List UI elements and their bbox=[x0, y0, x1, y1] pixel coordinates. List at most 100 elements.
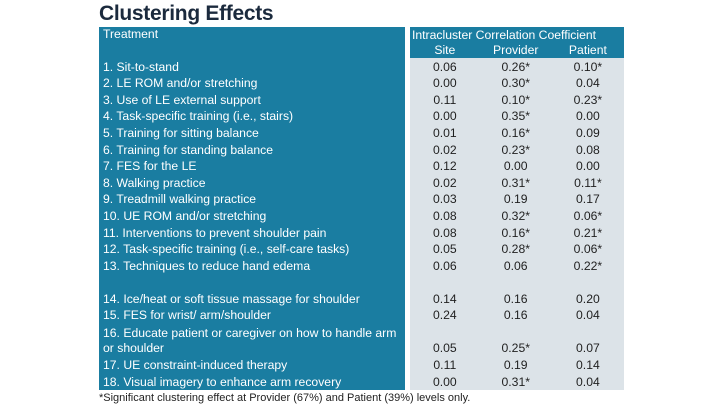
cell-site: 0.02 bbox=[407, 174, 480, 191]
cell-provider: 0.31* bbox=[479, 174, 552, 191]
row-label: 4. Task-specific training (i.e., stairs) bbox=[99, 107, 410, 125]
table-row: 4. Task-specific training (i.e., stairs)… bbox=[99, 107, 624, 125]
table-row: 18. Visual imagery to enhance arm recove… bbox=[99, 372, 624, 390]
cell-site: 0.08 bbox=[407, 223, 480, 241]
row-label: 7. FES for the LE bbox=[99, 157, 410, 175]
cell-patient: 0.04 bbox=[551, 372, 624, 390]
cell-site: 0.05 bbox=[407, 240, 480, 258]
table-row: 8. Walking practice 0.02 0.31* 0.11* bbox=[99, 174, 624, 191]
cell-provider: 0.26* bbox=[479, 58, 552, 75]
row-label: 13. Techniques to reduce hand edema bbox=[99, 257, 410, 274]
table-row: 1. Sit-to-stand 0.06 0.26* 0.10* bbox=[99, 58, 624, 75]
table-row: 2. LE ROM and/or stretching 0.00 0.30* 0.04 bbox=[99, 74, 624, 92]
row-label: 18. Visual imagery to enhance arm recove… bbox=[99, 372, 410, 390]
cell-site: 0.11 bbox=[407, 91, 480, 108]
cell-provider: 0.32* bbox=[479, 207, 552, 224]
icc-table: Treatment Intracluster Correlation Coeff… bbox=[99, 27, 624, 390]
table-row: 16. Educate patient or caregiver on how … bbox=[99, 323, 624, 357]
row-label: 16. Educate patient or caregiver on how … bbox=[99, 323, 410, 357]
cell-provider: 0.00 bbox=[479, 157, 552, 175]
row-label: 14. Ice/heat or soft tissue massage for … bbox=[99, 273, 410, 307]
cell-provider: 0.16* bbox=[479, 223, 552, 241]
cell-provider: 0.16 bbox=[479, 273, 552, 307]
table-row: 3. Use of LE external support 0.11 0.10* 0.… bbox=[99, 91, 624, 108]
icc-group-header: Intracluster Correlation Coefficient bbox=[407, 27, 624, 43]
row-label: 5. Training for sitting balance bbox=[99, 124, 410, 141]
table-row: 12. Task-specific training (i.e., self-c… bbox=[99, 240, 624, 258]
cell-site: 0.12 bbox=[407, 157, 480, 175]
cell-provider: 0.19 bbox=[479, 190, 552, 208]
table-row: 14. Ice/heat or soft tissue massage for … bbox=[99, 273, 624, 307]
table-header-row: Treatment Intracluster Correlation Coeff… bbox=[99, 27, 624, 58]
cell-patient: 0.04 bbox=[551, 306, 624, 324]
cell-provider: 0.10* bbox=[479, 91, 552, 108]
cell-patient: 0.06* bbox=[551, 240, 624, 258]
cell-patient: 0.14 bbox=[551, 356, 624, 373]
row-label: 10. UE ROM and/or stretching bbox=[99, 207, 410, 224]
row-label: 9. Treadmill walking practice bbox=[99, 190, 410, 208]
cell-patient: 0.11* bbox=[551, 174, 624, 191]
cell-site: 0.00 bbox=[407, 107, 480, 125]
cell-patient: 0.10* bbox=[551, 58, 624, 75]
row-label: 8. Walking practice bbox=[99, 174, 410, 191]
cell-patient: 0.17 bbox=[551, 190, 624, 208]
cell-site: 0.11 bbox=[407, 356, 480, 373]
cell-site: 0.00 bbox=[407, 74, 480, 92]
cell-provider: 0.28* bbox=[479, 240, 552, 258]
cell-provider: 0.16* bbox=[479, 124, 552, 141]
cell-provider: 0.35* bbox=[479, 107, 552, 125]
column-header-site: Site bbox=[407, 43, 480, 58]
cell-patient: 0.09 bbox=[551, 124, 624, 141]
cell-patient: 0.06* bbox=[551, 207, 624, 224]
table-row: 13. Techniques to reduce hand edema 0.06 0… bbox=[99, 257, 624, 274]
column-header-provider: Provider bbox=[479, 43, 552, 58]
cell-patient: 0.20 bbox=[551, 273, 624, 307]
treatment-header: Treatment bbox=[99, 27, 410, 58]
cell-provider: 0.19 bbox=[479, 356, 552, 373]
row-label: 6. Training for standing balance bbox=[99, 140, 410, 158]
table-row: 5. Training for sitting balance 0.01 0.16*… bbox=[99, 124, 624, 141]
row-label: 2. LE ROM and/or stretching bbox=[99, 74, 410, 92]
column-header-patient: Patient bbox=[551, 43, 624, 58]
row-label: 1. Sit-to-stand bbox=[99, 58, 410, 75]
row-label: 11. Interventions to prevent shoulder pa… bbox=[99, 223, 410, 241]
cell-provider: 0.23* bbox=[479, 140, 552, 158]
cell-site: 0.01 bbox=[407, 124, 480, 141]
row-label: 17. UE constraint-induced therapy bbox=[99, 356, 410, 373]
cell-provider: 0.30* bbox=[479, 74, 552, 92]
row-label: 15. FES for wrist/ arm/shoulder bbox=[99, 306, 410, 324]
row-label: 3. Use of LE external support bbox=[99, 91, 410, 108]
table-subheader-row: Site Provider Patient bbox=[99, 43, 624, 58]
cell-provider: 0.31* bbox=[479, 372, 552, 390]
table-row: 17. UE constraint-induced therapy 0.11 0.1… bbox=[99, 356, 624, 373]
table-row: 9. Treadmill walking practice 0.03 0.19 0.1… bbox=[99, 190, 624, 208]
cell-site: 0.06 bbox=[407, 58, 480, 75]
row-label: 12. Task-specific training (i.e., self-c… bbox=[99, 240, 410, 258]
slide-title: Clustering Effects bbox=[99, 2, 274, 25]
table-row: 10. UE ROM and/or stretching 0.08 0.32* 0.0… bbox=[99, 207, 624, 224]
cell-site: 0.24 bbox=[407, 306, 480, 324]
cell-patient: 0.07 bbox=[551, 323, 624, 357]
cell-patient: 0.23* bbox=[551, 91, 624, 108]
table-row: 15. FES for wrist/ arm/shoulder 0.24 0.16 0… bbox=[99, 306, 624, 324]
cell-site: 0.00 bbox=[407, 372, 480, 390]
cell-patient: 0.00 bbox=[551, 107, 624, 125]
cell-site: 0.05 bbox=[407, 323, 480, 357]
footnote: *Significant clustering effect at Provid… bbox=[99, 392, 471, 404]
cell-patient: 0.22* bbox=[551, 257, 624, 274]
cell-patient: 0.00 bbox=[551, 157, 624, 175]
cell-patient: 0.04 bbox=[551, 74, 624, 92]
cell-site: 0.14 bbox=[407, 273, 480, 307]
cell-site: 0.08 bbox=[407, 207, 480, 224]
cell-site: 0.03 bbox=[407, 190, 480, 208]
table-row: 6. Training for standing balance 0.02 0.23… bbox=[99, 140, 624, 158]
table-row: 7. FES for the LE 0.12 0.00 0.00 bbox=[99, 157, 624, 175]
cell-patient: 0.08 bbox=[551, 140, 624, 158]
table-row: 11. Interventions to prevent shoulder pa… bbox=[99, 223, 624, 241]
cell-provider: 0.16 bbox=[479, 306, 552, 324]
cell-site: 0.02 bbox=[407, 140, 480, 158]
cell-patient: 0.21* bbox=[551, 223, 624, 241]
cell-site: 0.06 bbox=[407, 257, 480, 274]
cell-provider: 0.25* bbox=[479, 323, 552, 357]
cell-provider: 0.06 bbox=[479, 257, 552, 274]
